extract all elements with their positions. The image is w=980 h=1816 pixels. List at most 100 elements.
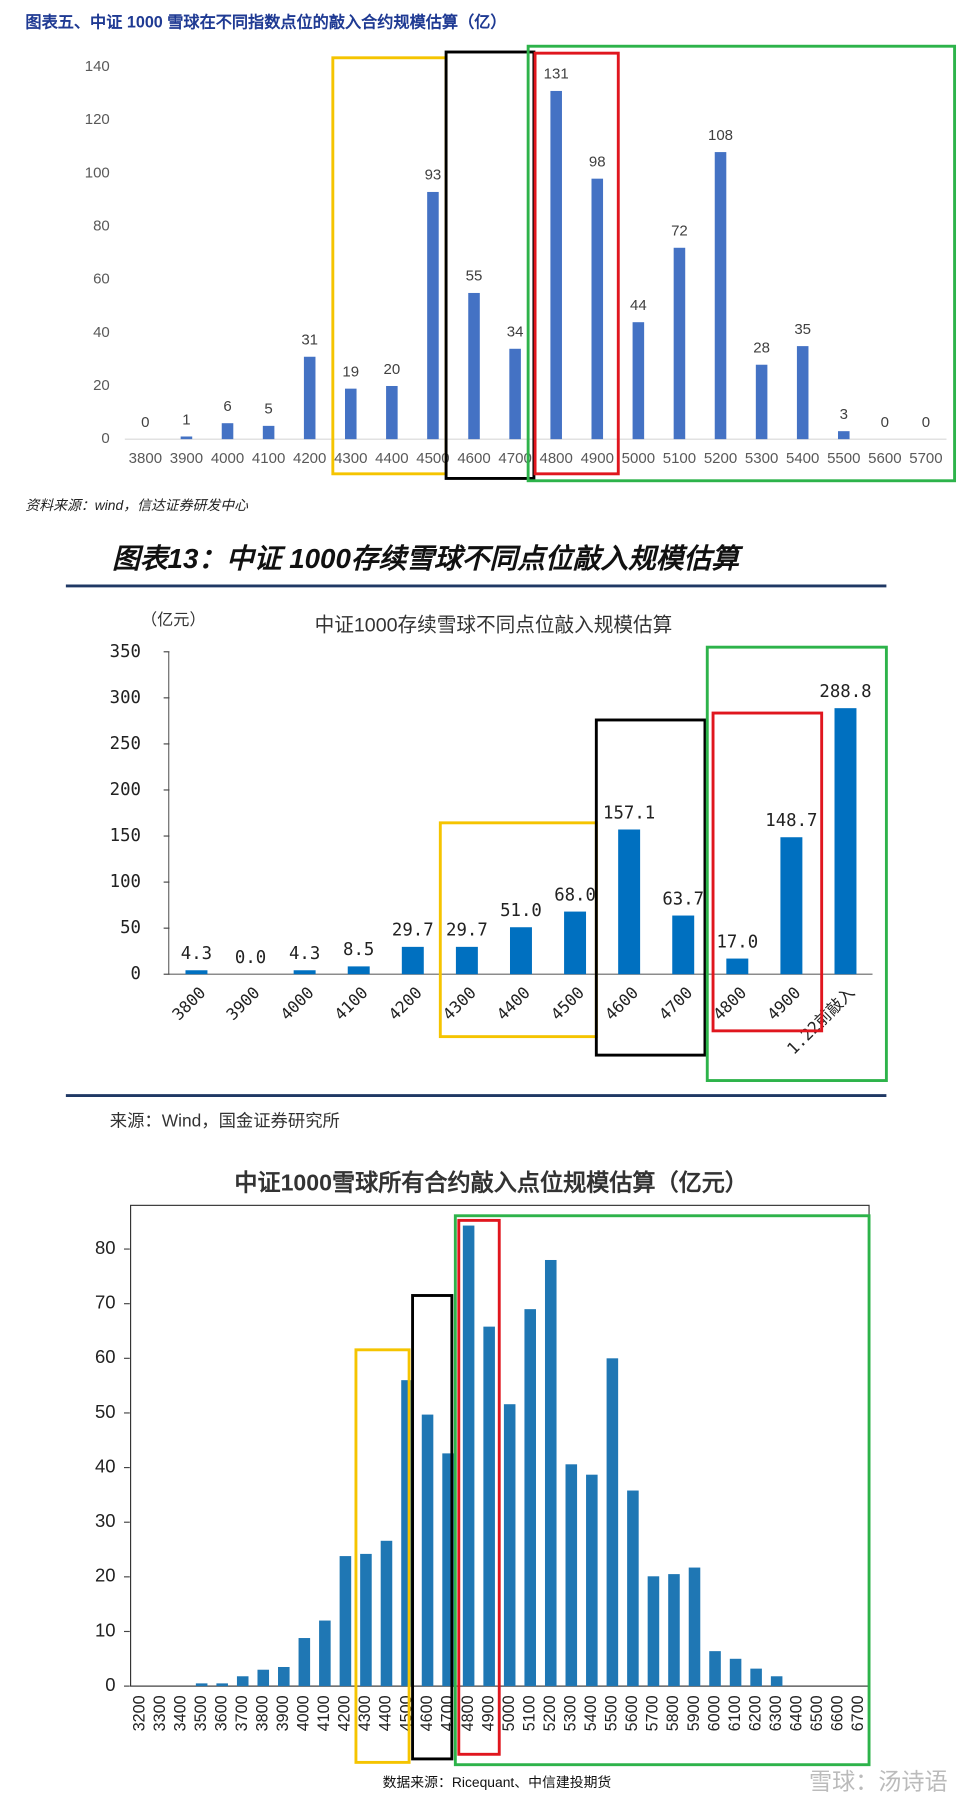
data-label: 148.7 bbox=[765, 811, 817, 831]
x-tick-label: 5100 bbox=[520, 1695, 538, 1731]
x-tick-label: 5600 bbox=[623, 1695, 641, 1731]
y-tick-label: 80 bbox=[95, 1237, 116, 1258]
bar bbox=[455, 946, 478, 975]
y-tick-label: 140 bbox=[85, 58, 110, 75]
chart-title: 图表五、中证 1000 雪球在不同指数点位的敲入合约规模估算（亿） bbox=[25, 12, 506, 31]
bar bbox=[750, 1668, 762, 1687]
bar bbox=[606, 1358, 619, 1687]
y-tick-label: 60 bbox=[93, 271, 110, 288]
x-tick-label: 4100 bbox=[252, 450, 285, 467]
x-tick-label: 4200 bbox=[293, 450, 326, 467]
bar bbox=[688, 1567, 701, 1687]
x-tick-label: 4200 bbox=[385, 983, 426, 1024]
bar bbox=[591, 178, 604, 440]
bar bbox=[386, 385, 398, 440]
y-tick-label: 70 bbox=[95, 1292, 116, 1313]
bar bbox=[632, 322, 645, 440]
bar bbox=[380, 1540, 393, 1687]
x-tick-label: 4600 bbox=[601, 983, 642, 1024]
data-label: 8.5 bbox=[343, 940, 374, 960]
bar bbox=[262, 425, 275, 440]
bar bbox=[565, 1464, 578, 1687]
y-tick-label: 120 bbox=[85, 111, 110, 128]
data-label: 288.8 bbox=[819, 682, 871, 702]
x-tick-label: 5500 bbox=[827, 450, 860, 467]
x-tick-label: 4500 bbox=[397, 1695, 415, 1731]
bar bbox=[503, 1404, 516, 1687]
bar bbox=[401, 946, 424, 975]
data-label: 4.3 bbox=[289, 944, 320, 964]
bar bbox=[347, 966, 370, 975]
data-label: 0 bbox=[881, 414, 889, 431]
data-label: 19 bbox=[342, 363, 359, 380]
x-tick-label: 4300 bbox=[439, 983, 480, 1024]
bar bbox=[647, 1576, 660, 1687]
x-tick-label: 4200 bbox=[336, 1695, 354, 1731]
bar bbox=[564, 911, 587, 975]
data-label: 3 bbox=[840, 406, 848, 423]
chart-title: 中证1000雪球所有合约敲入点位规模估算（亿元） bbox=[234, 1170, 748, 1196]
highlight-box bbox=[411, 1294, 454, 1761]
x-tick-label: 4100 bbox=[331, 983, 372, 1024]
y-tick-label: 200 bbox=[110, 780, 141, 800]
highlight-box bbox=[354, 1348, 411, 1764]
bar bbox=[673, 247, 686, 440]
x-tick-label: 4400 bbox=[493, 983, 534, 1024]
bar bbox=[180, 436, 193, 440]
x-tick-label: 4900 bbox=[479, 1695, 497, 1731]
highlight-box bbox=[453, 1214, 871, 1767]
y-tick-label: 150 bbox=[110, 826, 141, 846]
x-tick-label: 5400 bbox=[786, 450, 819, 467]
bar bbox=[509, 348, 521, 440]
y-tick-label: 40 bbox=[95, 1455, 116, 1476]
source-note: 来源：Wind，国金证券研究所 bbox=[110, 1111, 340, 1131]
bar bbox=[550, 90, 562, 440]
x-tick-label: 5300 bbox=[745, 450, 778, 467]
x-tick-label: 5600 bbox=[868, 450, 901, 467]
x-tick-label: 5300 bbox=[562, 1695, 580, 1731]
data-label: 63.7 bbox=[662, 889, 704, 909]
x-tick-label: 4000 bbox=[211, 450, 244, 467]
bar bbox=[442, 1453, 454, 1687]
data-label: 1 bbox=[182, 411, 190, 428]
data-label: 44 bbox=[630, 297, 647, 314]
y-tick-label: 350 bbox=[110, 642, 141, 662]
x-tick-label: 4400 bbox=[375, 450, 408, 467]
data-label: 131 bbox=[544, 66, 569, 83]
bar bbox=[618, 829, 641, 975]
data-label: 51.0 bbox=[500, 901, 542, 921]
x-tick-label: 4700 bbox=[498, 450, 531, 467]
bar bbox=[668, 1574, 680, 1687]
y-tick-label: 20 bbox=[93, 377, 110, 394]
data-label: 29.7 bbox=[446, 921, 488, 941]
data-label: 28 bbox=[753, 340, 770, 357]
data-label: 34 bbox=[507, 324, 524, 341]
bar bbox=[714, 152, 727, 440]
bar bbox=[257, 1669, 270, 1687]
data-label: 0 bbox=[922, 414, 930, 431]
data-label: 55 bbox=[466, 268, 483, 285]
data-label: 0.0 bbox=[235, 948, 266, 968]
bar bbox=[427, 191, 439, 440]
x-tick-label: 3800 bbox=[129, 450, 162, 467]
bar bbox=[483, 1326, 495, 1687]
bar bbox=[834, 708, 857, 975]
x-tick-label: 5700 bbox=[644, 1695, 662, 1731]
y-tick-label: 60 bbox=[95, 1346, 116, 1367]
x-tick-label: 5100 bbox=[663, 450, 696, 467]
x-tick-label: 6500 bbox=[808, 1695, 826, 1731]
data-label: 108 bbox=[708, 127, 733, 144]
bar bbox=[524, 1309, 537, 1687]
data-label: 98 bbox=[589, 153, 606, 170]
watermark: 雪球：汤诗语 bbox=[809, 1768, 948, 1794]
bar bbox=[344, 388, 357, 440]
section-heading: 图表13：中证 1000存续雪球不同点位敲入规模估算 bbox=[112, 543, 743, 574]
x-tick-label: 5200 bbox=[541, 1695, 559, 1731]
x-tick-label: 6700 bbox=[849, 1695, 867, 1731]
data-label: 20 bbox=[384, 361, 401, 378]
y-tick-label: 0 bbox=[131, 964, 141, 984]
x-tick-label: 5400 bbox=[582, 1695, 600, 1731]
data-label: 68.0 bbox=[554, 885, 596, 905]
y-tick-label: 0 bbox=[105, 1674, 115, 1695]
x-tick-label: 5200 bbox=[704, 450, 737, 467]
